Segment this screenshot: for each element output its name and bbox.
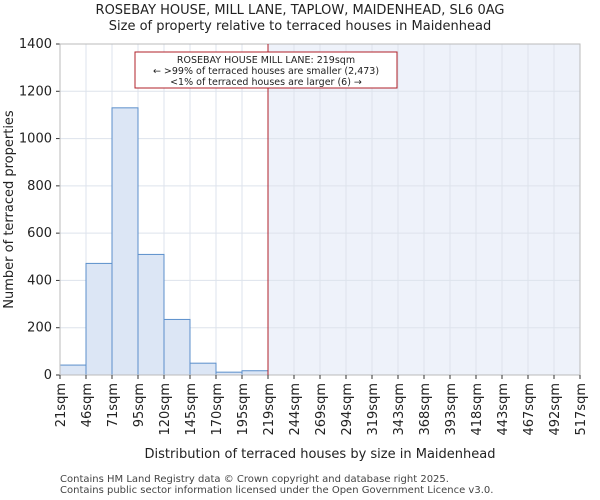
x-tick-label: 517sqm [574, 383, 589, 436]
x-tick-label: 120sqm [158, 383, 173, 436]
y-tick-label: 800 [27, 179, 52, 194]
y-tick-label: 1000 [19, 132, 52, 147]
annotation-line: ← >99% of terraced houses are smaller (2… [153, 66, 379, 77]
x-tick-label: 195sqm [236, 383, 251, 436]
x-tick-label: 219sqm [262, 383, 277, 436]
x-tick-label: 393sqm [444, 383, 459, 436]
footer-licence: Contains public sector information licen… [60, 485, 494, 496]
x-tick-label: 368sqm [418, 383, 433, 436]
x-tick-label: 95sqm [132, 383, 147, 427]
bar [137, 253, 165, 376]
y-axis-label: Number of terraced properties [2, 110, 17, 309]
x-tick-label: 319sqm [366, 383, 381, 436]
y-tick-label: 600 [27, 226, 52, 241]
x-tick-label: 71sqm [106, 383, 121, 427]
bar [189, 362, 217, 376]
annotation-line: <1% of terraced houses are larger (6) → [170, 77, 362, 88]
footer-copyright: Contains HM Land Registry data © Crown c… [60, 474, 449, 485]
x-tick-label: 46sqm [80, 383, 95, 427]
x-tick-label: 269sqm [314, 383, 329, 436]
x-tick-label: 145sqm [184, 383, 199, 436]
bar [111, 107, 139, 376]
x-tick-label: 443sqm [496, 383, 511, 436]
bar [85, 262, 113, 376]
bar [59, 364, 87, 376]
x-tick-label: 294sqm [340, 383, 355, 436]
x-axis-label: Distribution of terraced houses by size … [145, 447, 496, 462]
x-tick-label: 21sqm [54, 383, 69, 427]
bar [163, 318, 191, 376]
y-tick-label: 1200 [19, 84, 52, 99]
y-tick-label: 0 [44, 368, 52, 383]
x-tick-label: 418sqm [470, 383, 485, 436]
y-tick-label: 200 [27, 321, 52, 336]
y-tick-label: 400 [27, 273, 52, 288]
y-tick-label: 1400 [19, 37, 52, 52]
chart-subtitle: Size of property relative to terraced ho… [108, 19, 492, 34]
bar [241, 370, 269, 376]
x-tick-label: 343sqm [392, 383, 407, 436]
x-tick-label: 170sqm [210, 383, 225, 436]
annotation-line: ROSEBAY HOUSE MILL LANE: 219sqm [177, 55, 355, 66]
x-tick-label: 244sqm [288, 383, 303, 436]
chart-title: ROSEBAY HOUSE, MILL LANE, TAPLOW, MAIDEN… [95, 3, 505, 18]
x-tick-label: 492sqm [548, 383, 563, 436]
annotation-box [134, 51, 398, 89]
x-tick-label: 467sqm [522, 383, 537, 436]
